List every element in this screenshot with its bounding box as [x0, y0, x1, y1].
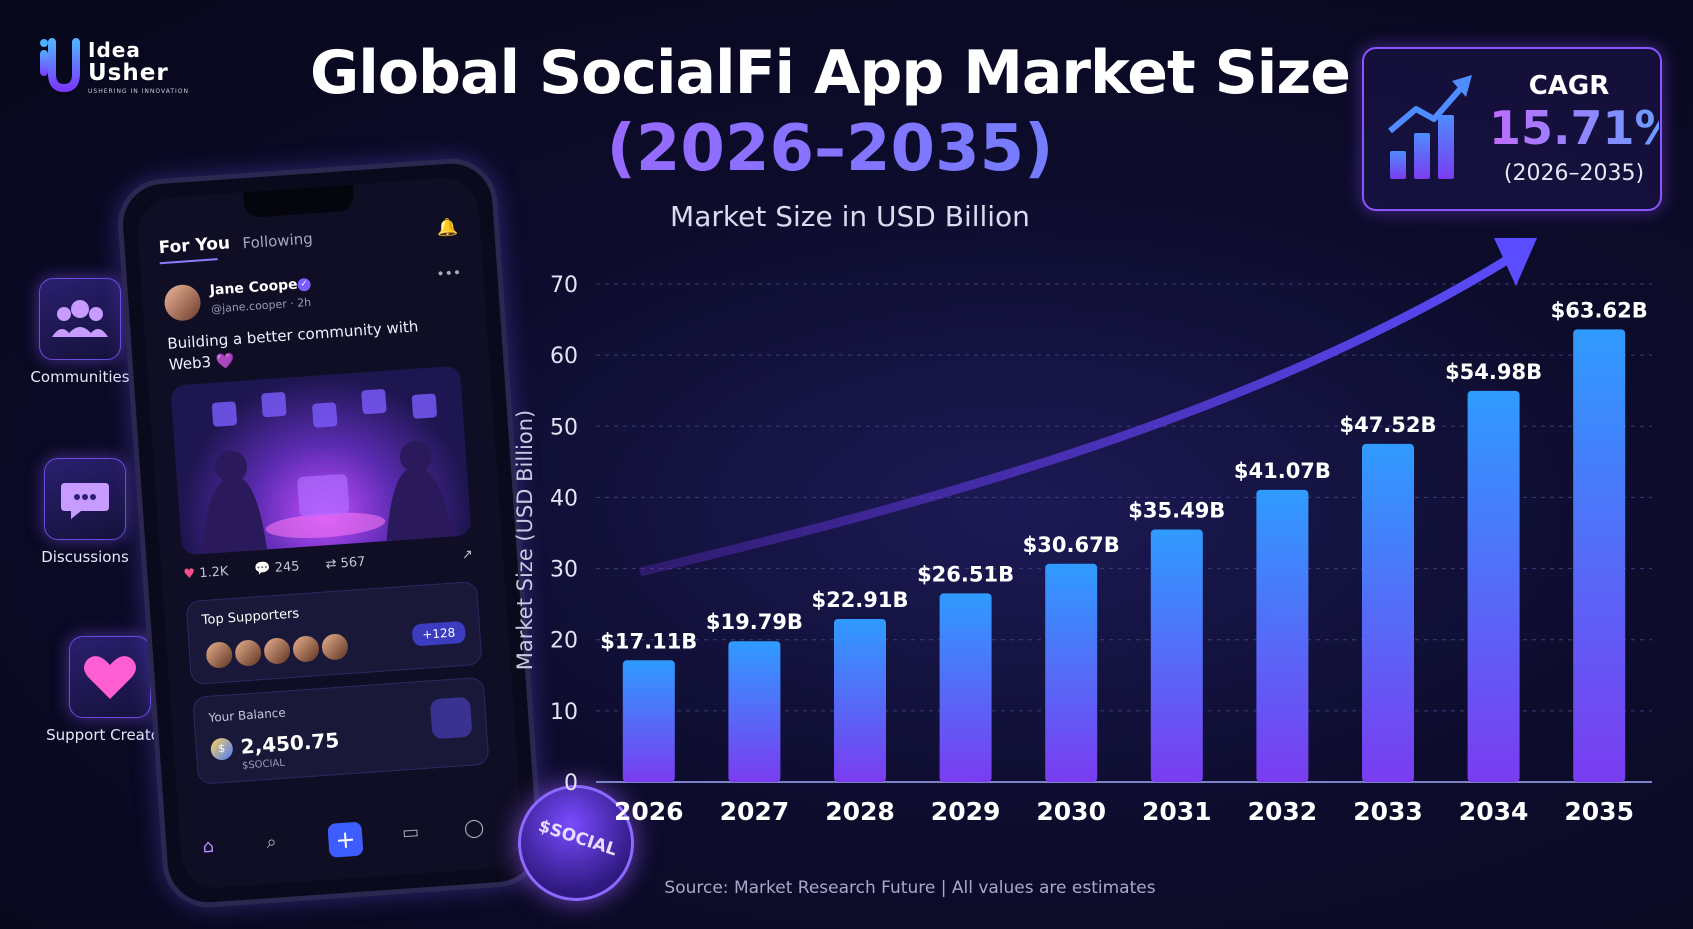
data-label: $54.98B — [1445, 360, 1542, 384]
data-label: $30.67B — [1023, 533, 1120, 557]
phone-screen: For You Following 🔔 Jane Cooper ✓ @jane.… — [135, 175, 525, 891]
chart-unit-note: Market Size in USD Billion — [670, 200, 1030, 233]
x-tick-label: 2028 — [825, 797, 895, 826]
y-tick-label: 30 — [550, 558, 578, 583]
x-tick-label: 2030 — [1036, 797, 1106, 826]
logo-word-1: Idea — [88, 38, 141, 62]
x-tick-label: 2032 — [1248, 797, 1318, 826]
feature-label: Communities — [30, 368, 130, 386]
bar-2032 — [1256, 489, 1309, 782]
people-icon — [39, 278, 121, 360]
trend-arrow-head — [1494, 238, 1537, 286]
x-tick-label: 2034 — [1459, 797, 1529, 826]
bar-2026 — [622, 660, 675, 782]
data-label: $41.07B — [1234, 459, 1331, 483]
title-years: (2026–2035) — [290, 112, 1370, 186]
trend-arrow — [638, 251, 1518, 577]
bar-2027 — [728, 641, 781, 782]
brand-logo: Idea Usher USHERING IN INNOVATION — [38, 38, 198, 98]
bar-2035 — [1573, 329, 1626, 782]
bar-2030 — [1045, 563, 1098, 782]
y-tick-label: 60 — [550, 344, 578, 369]
cagr-card: CAGR 15.71% (2026–2035) — [1362, 47, 1681, 211]
data-label: $19.79B — [706, 610, 803, 634]
data-label: $26.51B — [917, 562, 1014, 586]
source-note: Source: Market Research Future | All val… — [664, 878, 1156, 898]
y-axis-label: Market Size (USD Billion) — [513, 410, 537, 670]
phone-mockup: For You Following 🔔 Jane Cooper ✓ @jane.… — [115, 155, 545, 911]
data-label: $63.62B — [1551, 298, 1648, 322]
y-tick-label: 0 — [564, 771, 578, 796]
feature-label: Discussions — [41, 548, 129, 566]
logo-word-2: Usher — [88, 60, 169, 86]
y-tick-label: 70 — [550, 273, 578, 298]
y-tick-label: 10 — [550, 700, 578, 725]
bar-2033 — [1362, 443, 1414, 782]
x-tick-label: 2031 — [1142, 797, 1212, 826]
x-tick-label: 2027 — [720, 797, 790, 826]
bar-2031 — [1150, 529, 1203, 782]
post-image[interactable] — [170, 365, 472, 556]
y-tick-label: 50 — [550, 415, 578, 440]
data-label: $17.11B — [600, 629, 697, 653]
cagr-label: CAGR — [1528, 71, 1610, 101]
feature-label: Support Creators — [46, 726, 174, 744]
x-tick-label: 2033 — [1353, 797, 1423, 826]
feature-support-creators: Support Creators — [45, 636, 175, 745]
x-tick-label: 2029 — [931, 797, 1001, 826]
data-label: $22.91B — [811, 588, 908, 612]
growth-chart-icon — [1388, 75, 1472, 179]
y-tick-label: 40 — [550, 486, 578, 511]
cagr-value: 15.71% — [1489, 101, 1681, 155]
page-title: Global SocialFi App Market Size — [310, 38, 1351, 108]
y-tick-label: 20 — [550, 629, 578, 654]
cagr-period: (2026–2035) — [1503, 161, 1645, 186]
bar-2034 — [1467, 390, 1520, 782]
chat-icon — [44, 458, 126, 540]
feature-communities: Communities — [15, 278, 145, 387]
bar-2029 — [939, 593, 992, 782]
x-tick-label: 2035 — [1564, 797, 1634, 826]
data-label: $35.49B — [1128, 499, 1225, 523]
logo-tagline: USHERING IN INNOVATION — [88, 88, 190, 95]
bar-2028 — [834, 619, 886, 782]
logo-mark-icon — [40, 38, 80, 92]
feature-discussions: Discussions — [20, 458, 150, 567]
x-tick-label: 2026 — [614, 797, 684, 826]
data-label: $47.52B — [1339, 413, 1436, 437]
